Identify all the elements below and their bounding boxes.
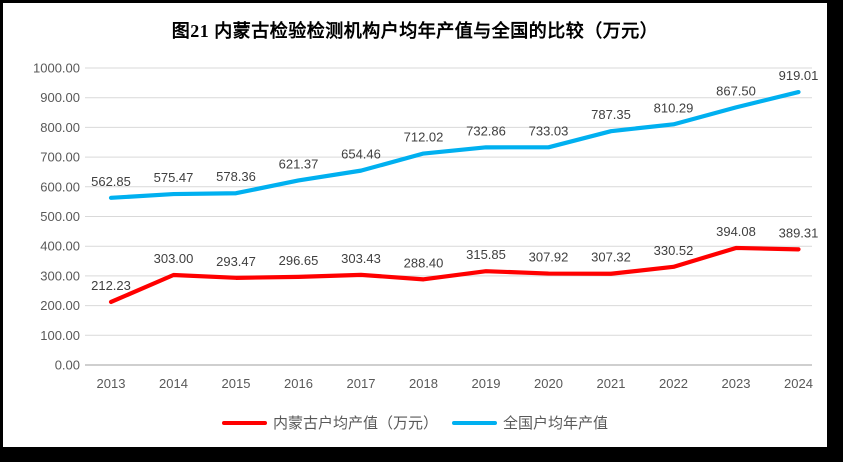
- svg-text:315.85: 315.85: [466, 247, 506, 262]
- svg-text:621.37: 621.37: [279, 156, 319, 171]
- svg-text:100.00: 100.00: [40, 328, 80, 343]
- x-axis-tick-labels: 2013 2014 2015 2016 2017 2018 2019 2020 2021 2022…: [97, 376, 813, 391]
- svg-text:578.36: 578.36: [216, 169, 256, 184]
- svg-text:2022: 2022: [659, 376, 688, 391]
- svg-text:293.47: 293.47: [216, 254, 256, 269]
- chart-legend: 内蒙古户均产值（万元） 全国户均年产值: [3, 412, 827, 433]
- svg-text:330.52: 330.52: [654, 243, 694, 258]
- svg-text:2014: 2014: [159, 376, 188, 391]
- gridlines: [85, 67, 812, 366]
- line-chart: 0.00 100.00 200.00 300.00 400.00 500.00 600.00…: [33, 61, 818, 392]
- svg-text:2013: 2013: [97, 376, 126, 391]
- svg-text:303.00: 303.00: [154, 251, 194, 266]
- series-line-national: [108, 89, 801, 200]
- svg-text:733.03: 733.03: [529, 123, 569, 138]
- svg-text:200.00: 200.00: [40, 298, 80, 313]
- svg-text:300.00: 300.00: [40, 268, 80, 283]
- svg-text:389.31: 389.31: [779, 225, 819, 240]
- svg-text:0.00: 0.00: [55, 358, 80, 373]
- legend-label-national: 全国户均年产值: [503, 415, 609, 432]
- svg-text:800.00: 800.00: [40, 120, 80, 135]
- svg-text:394.08: 394.08: [716, 224, 756, 239]
- legend-line-swatch-red: [221, 420, 267, 425]
- svg-text:562.85: 562.85: [91, 174, 131, 189]
- svg-text:787.35: 787.35: [591, 107, 631, 122]
- y-axis-tick-labels: 0.00 100.00 200.00 300.00 400.00 500.00 600.00…: [33, 61, 80, 373]
- svg-text:654.46: 654.46: [341, 147, 381, 162]
- chart-title: 图21 内蒙古检验检测机构户均年产值与全国的比较（万元）: [171, 21, 659, 41]
- svg-text:2017: 2017: [347, 376, 376, 391]
- svg-text:732.86: 732.86: [466, 123, 506, 138]
- svg-text:867.50: 867.50: [716, 83, 756, 98]
- svg-text:307.32: 307.32: [591, 250, 631, 265]
- svg-text:288.40: 288.40: [404, 255, 444, 270]
- legend-item-inner-mongolia: 内蒙古户均产值（万元）: [221, 412, 438, 433]
- svg-text:810.29: 810.29: [654, 100, 694, 115]
- svg-text:307.92: 307.92: [529, 250, 569, 265]
- legend-item-national: 全国户均年产值: [452, 412, 608, 433]
- svg-text:600.00: 600.00: [40, 179, 80, 194]
- svg-text:212.23: 212.23: [91, 278, 131, 293]
- series-line-inner-mongolia-data-labels: 212.23 303.00 293.47 296.65 303.43 288.40 315.…: [91, 224, 818, 293]
- svg-text:2018: 2018: [409, 376, 438, 391]
- legend-line-swatch-blue: [452, 420, 497, 425]
- svg-text:400.00: 400.00: [40, 239, 80, 254]
- svg-text:2016: 2016: [284, 376, 313, 391]
- svg-text:2020: 2020: [534, 376, 563, 391]
- svg-text:900.00: 900.00: [40, 90, 80, 105]
- legend-label-inner-mongolia: 内蒙古户均产值（万元）: [272, 415, 438, 432]
- svg-text:2019: 2019: [472, 376, 501, 391]
- chart-canvas: 图21 内蒙古检验检测机构户均年产值与全国的比较（万元） 0.00 100.00 2…: [3, 3, 827, 447]
- svg-text:575.47: 575.47: [154, 170, 194, 185]
- svg-text:700.00: 700.00: [40, 150, 80, 165]
- svg-text:500.00: 500.00: [40, 209, 80, 224]
- svg-text:2023: 2023: [722, 376, 751, 391]
- series-line-inner-mongolia: [108, 245, 801, 305]
- svg-text:2021: 2021: [597, 376, 626, 391]
- series-line-national-data-labels: 562.85 575.47 578.36 621.37 654.46 712.02 732.…: [91, 68, 818, 189]
- svg-text:296.65: 296.65: [279, 253, 319, 268]
- svg-text:919.01: 919.01: [779, 68, 819, 83]
- svg-text:2024: 2024: [784, 376, 813, 391]
- svg-text:2015: 2015: [222, 376, 251, 391]
- svg-text:1000.00: 1000.00: [33, 61, 80, 76]
- svg-text:303.43: 303.43: [341, 251, 381, 266]
- svg-text:712.02: 712.02: [404, 130, 444, 145]
